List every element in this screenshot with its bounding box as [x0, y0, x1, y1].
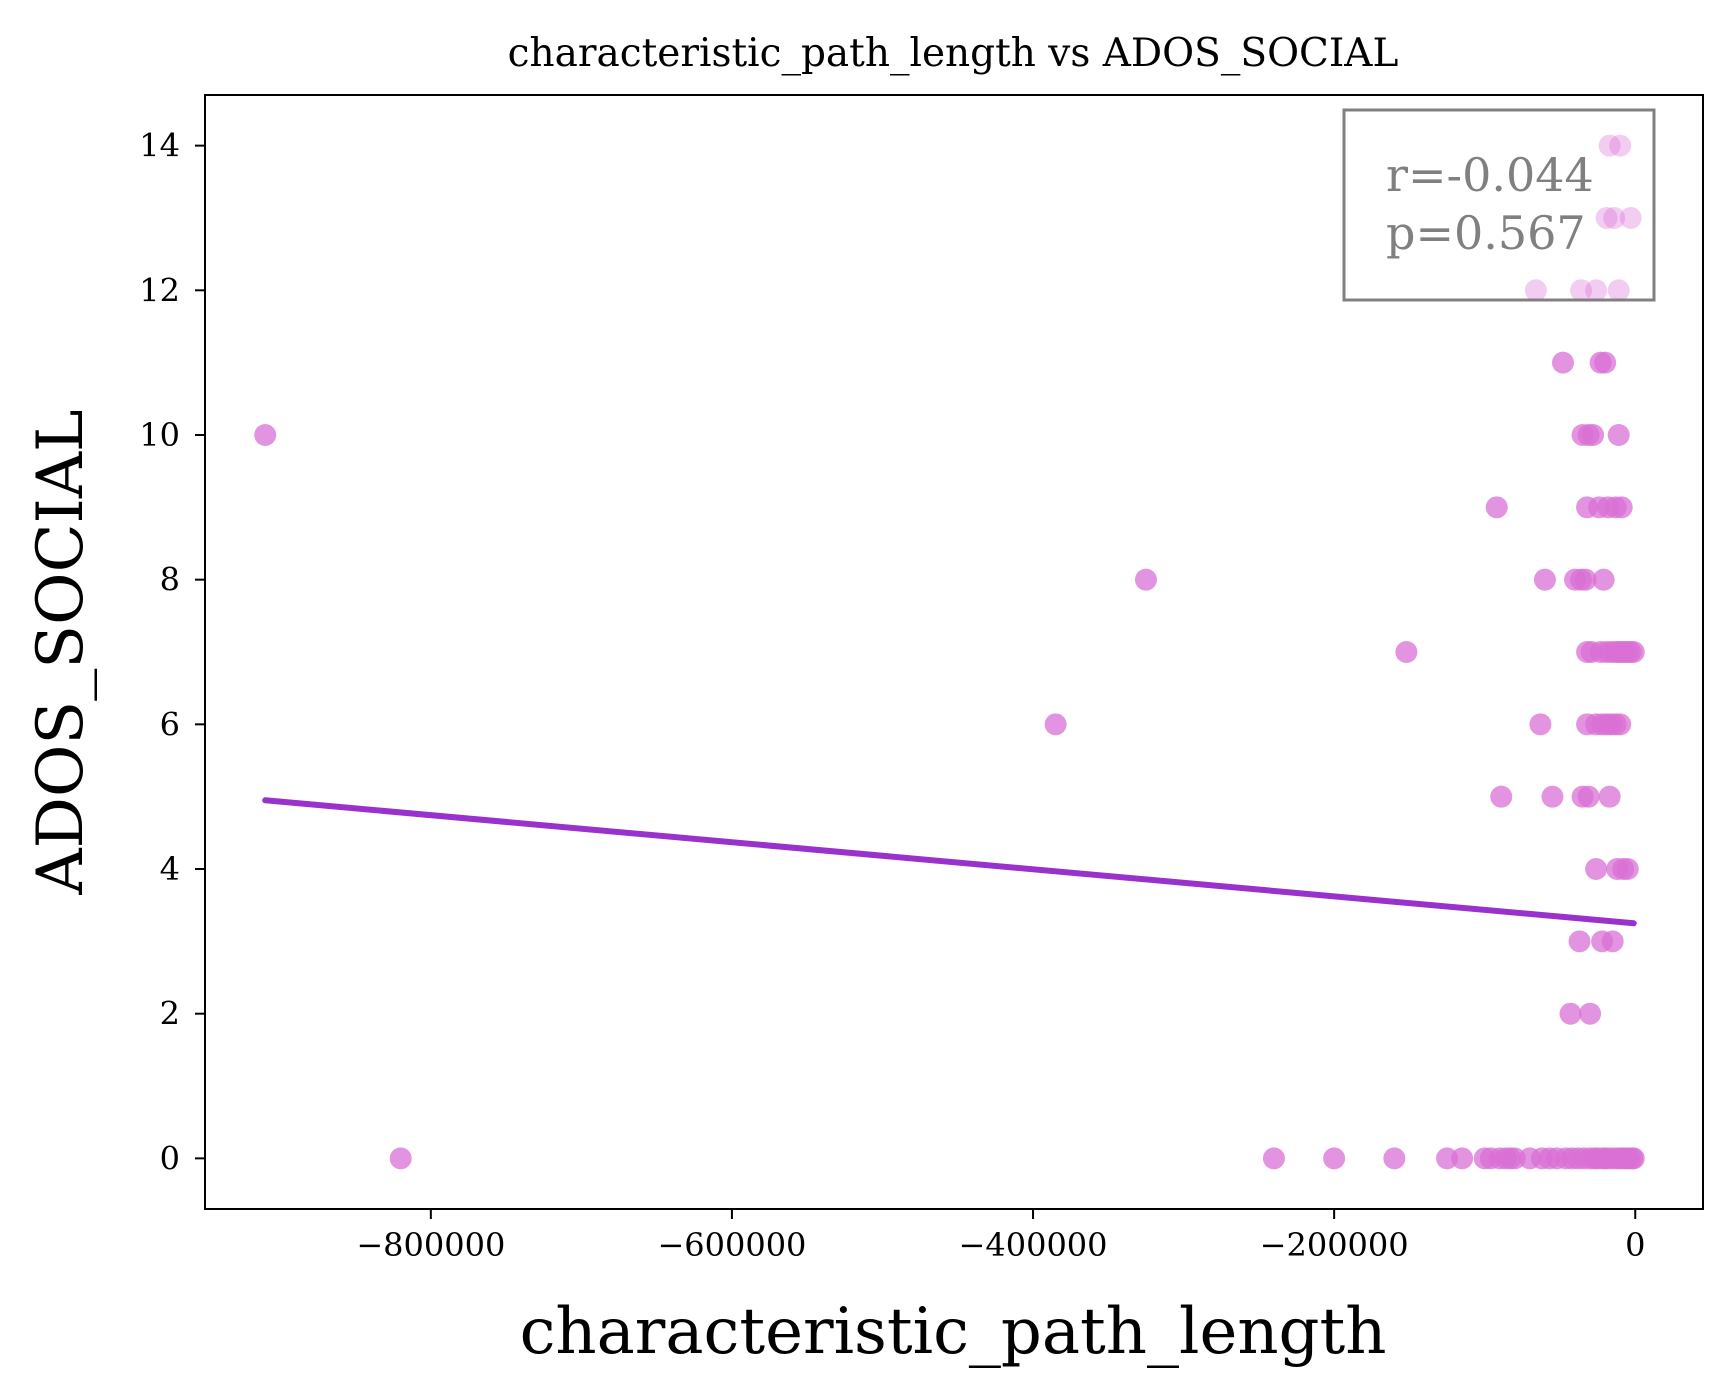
- data-point: [254, 423, 277, 446]
- data-point: [1323, 1147, 1346, 1170]
- data-point: [1262, 1147, 1285, 1170]
- stats-r-value: r=-0.044: [1386, 148, 1594, 202]
- y-tick-label: 8: [160, 561, 180, 599]
- data-point: [1383, 1147, 1406, 1170]
- data-point: [1619, 206, 1642, 229]
- y-tick-label: 4: [160, 850, 180, 888]
- plot-frame: [204, 94, 1704, 1210]
- data-point: [1533, 568, 1556, 591]
- data-point: [1568, 930, 1591, 953]
- data-point: [1609, 134, 1632, 157]
- data-point: [1598, 785, 1621, 808]
- data-point: [1577, 785, 1600, 808]
- y-axis: 0 2 4 6 8 10 12 14: [139, 127, 205, 1177]
- x-tick-label: 0: [1625, 1226, 1645, 1264]
- data-point: [1134, 568, 1157, 591]
- data-point: [1574, 568, 1597, 591]
- data-point: [1607, 423, 1630, 446]
- data-point: [1616, 858, 1639, 881]
- data-point: [1436, 1147, 1459, 1170]
- data-point: [1570, 279, 1593, 302]
- plot-area: [254, 134, 1645, 1170]
- y-tick-label: 2: [160, 995, 180, 1033]
- data-point: [1541, 785, 1564, 808]
- y-tick-label: 6: [160, 705, 180, 743]
- data-point: [1603, 206, 1626, 229]
- y-tick-label: 0: [160, 1139, 180, 1177]
- data-point: [1610, 496, 1633, 519]
- data-point: [1582, 423, 1605, 446]
- data-point: [1503, 1147, 1526, 1170]
- stats-annotation: r=-0.044 p=0.567: [1342, 108, 1656, 302]
- data-point: [1595, 206, 1618, 229]
- y-tick-label: 10: [139, 416, 180, 454]
- x-tick-label: −400000: [959, 1226, 1108, 1264]
- data-point: [1601, 930, 1624, 953]
- data-point: [1585, 279, 1608, 302]
- data-point: [1592, 568, 1615, 591]
- y-tick-label: 12: [139, 271, 180, 309]
- data-point: [1485, 496, 1508, 519]
- data-point: [1607, 279, 1630, 302]
- data-point: [389, 1147, 412, 1170]
- data-point: [1598, 134, 1621, 157]
- data-point: [1490, 785, 1513, 808]
- data-point: [1559, 1002, 1582, 1025]
- chart-title: characteristic_path_length vs ADOS_SOCIA…: [508, 31, 1399, 76]
- stats-p-value: p=0.567: [1386, 206, 1586, 260]
- data-point: [1451, 1147, 1474, 1170]
- x-tick-label: −800000: [356, 1226, 505, 1264]
- stats-box: [1342, 108, 1656, 302]
- regression-line: [262, 797, 1637, 927]
- x-axis: −800000 −600000 −400000 −200000 0: [356, 1209, 1645, 1264]
- data-point: [1622, 641, 1645, 663]
- data-point: [1585, 858, 1608, 881]
- data-point: [1579, 1002, 1602, 1025]
- y-tick-label: 14: [139, 127, 180, 165]
- data-point: [1529, 713, 1552, 736]
- y-axis-label: ADOS_SOCIAL: [24, 409, 98, 895]
- data-point: [1395, 641, 1418, 663]
- data-point: [1609, 713, 1632, 736]
- x-axis-label: characteristic_path_length: [520, 1295, 1387, 1369]
- data-point: [1594, 351, 1617, 374]
- data-point: [1551, 351, 1574, 374]
- x-tick-label: −600000: [657, 1226, 806, 1264]
- data-point: [1622, 1147, 1645, 1170]
- data-point: [1524, 279, 1547, 302]
- x-tick-label: −200000: [1260, 1226, 1409, 1264]
- data-point: [1044, 713, 1067, 736]
